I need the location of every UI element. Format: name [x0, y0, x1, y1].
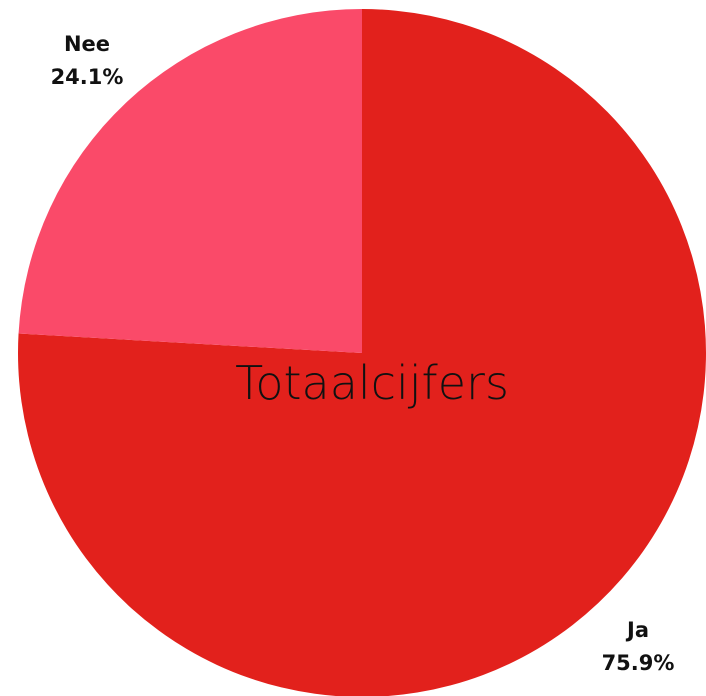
- slice-label-ja-percent: 75.9%: [602, 651, 675, 675]
- slice-label-ja: Ja 75.9%: [602, 618, 675, 675]
- slice-label-nee-percent: 24.1%: [51, 65, 124, 89]
- pie-slice-ja: [18, 9, 706, 696]
- slice-label-ja-name: Ja: [625, 618, 649, 642]
- slice-label-nee-name: Nee: [64, 32, 110, 56]
- chart-title: Totaalcijfers: [235, 356, 509, 410]
- pie-slice-nee: [18, 8, 363, 354]
- pie-slices: [18, 8, 706, 696]
- slice-label-nee: Nee 24.1%: [51, 32, 124, 89]
